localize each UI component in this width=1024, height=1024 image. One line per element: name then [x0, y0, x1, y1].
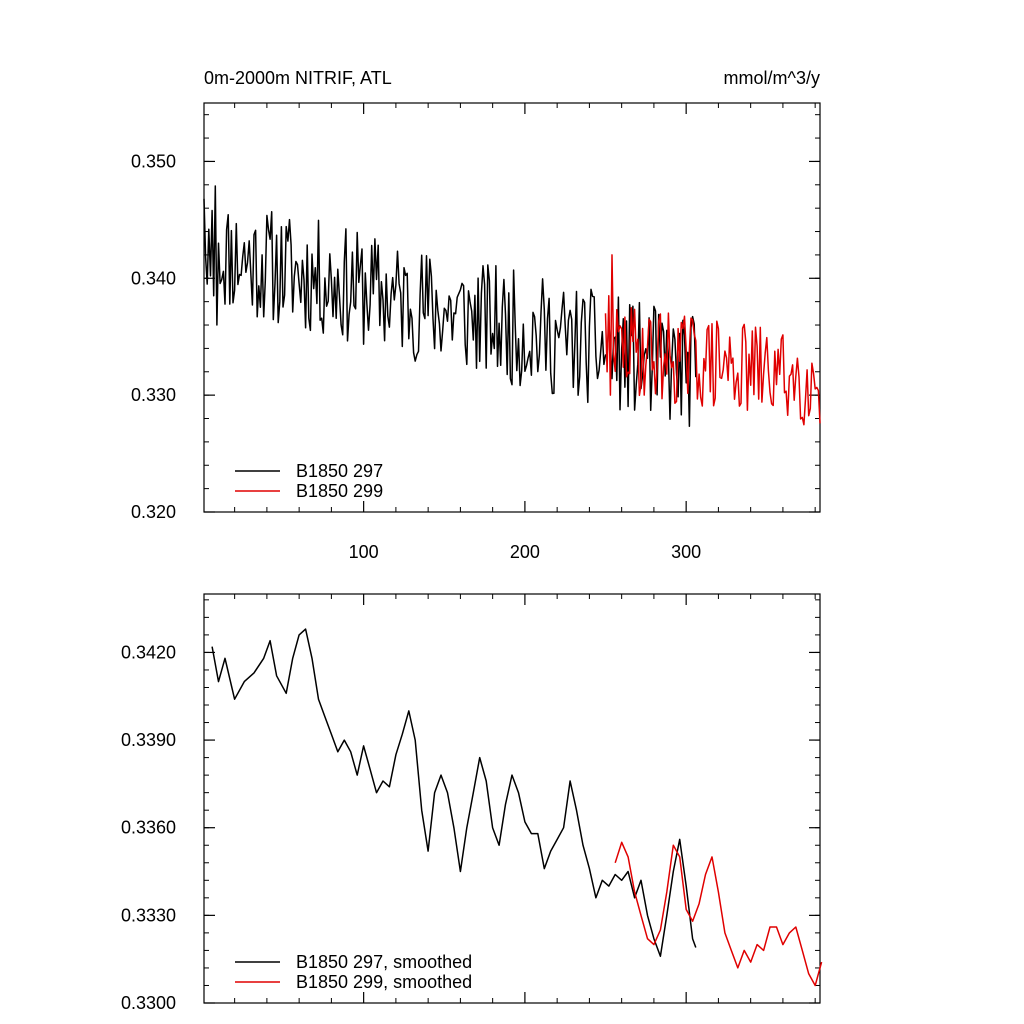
series-line-b1850-297: [203, 185, 697, 428]
top-panel: 0m-2000m NITRIF, ATL mmol/m^3/y 100 200 30…: [131, 68, 821, 562]
y-tick-label: 0.320: [131, 502, 176, 522]
series-line-b1850-297-smoothed: [211, 628, 697, 958]
top-panel-legend: B1850 297 B1850 299: [235, 461, 383, 501]
bottom-panel-legend: B1850 297, smoothed B1850 299, smoothed: [235, 952, 472, 992]
x-tick-label: 300: [671, 542, 701, 562]
y-tick-label: 0.340: [131, 268, 176, 288]
x-tick-label: 100: [349, 542, 379, 562]
legend-label-b1850-297-smoothed: B1850 297, smoothed: [296, 952, 472, 972]
y-tick-label: 0.3420: [121, 642, 176, 662]
bottom-panel-ticks: 0.3300 0.3330 0.3360 0.3390 0.3420: [121, 594, 820, 1013]
y-tick-label: 0.330: [131, 385, 176, 405]
y-tick-label: 0.3300: [121, 993, 176, 1013]
top-plot-frame: [203, 102, 821, 513]
series-line-b1850-299-smoothed: [614, 841, 823, 987]
y-tick-label: 0.350: [131, 151, 176, 171]
legend-label-b1850-297: B1850 297: [296, 461, 383, 481]
legend-label-b1850-299: B1850 299: [296, 481, 383, 501]
x-tick-label: 200: [510, 542, 540, 562]
y-tick-label: 0.3390: [121, 730, 176, 750]
y-tick-label: 0.3360: [121, 818, 176, 838]
bottom-panel: 0.3300 0.3330 0.3360 0.3390 0.3420 B1850 297…: [121, 593, 823, 1013]
top-panel-ticks: 100 200 300 0.320 0.330 0.340 0.350: [131, 103, 820, 562]
legend-label-b1850-299-smoothed: B1850 299, smoothed: [296, 972, 472, 992]
bottom-plot-frame: [203, 593, 821, 1004]
series-line-b1850-299: [604, 254, 821, 426]
top-panel-title-right: mmol/m^3/y: [724, 68, 820, 88]
top-panel-title-left: 0m-2000m NITRIF, ATL: [204, 68, 392, 88]
y-tick-label: 0.3330: [121, 905, 176, 925]
top-panel-series: [203, 185, 821, 428]
bottom-panel-series: [211, 628, 823, 987]
